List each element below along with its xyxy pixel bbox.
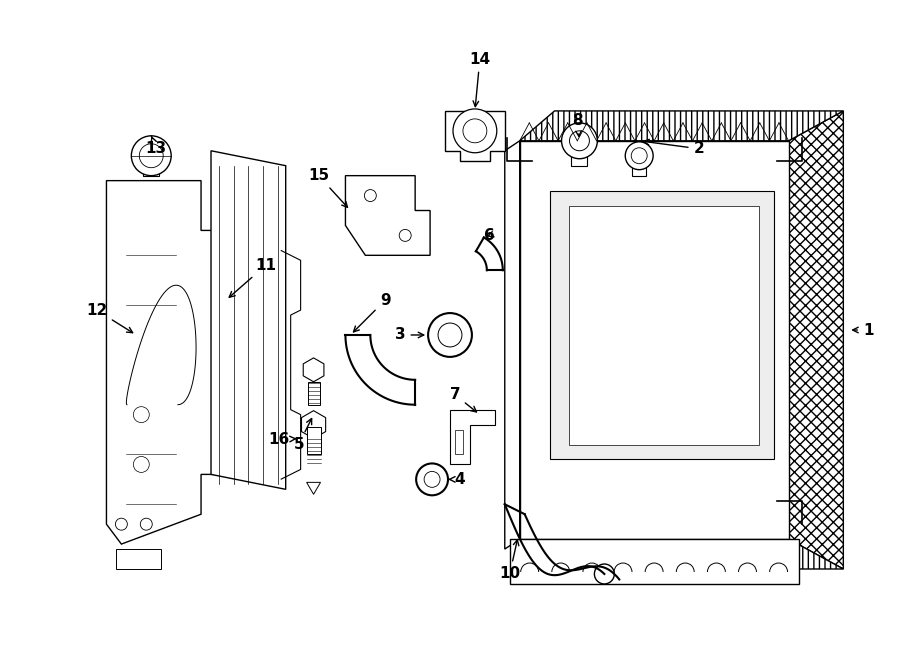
Circle shape — [626, 142, 653, 170]
Text: 15: 15 — [308, 168, 347, 208]
Circle shape — [416, 463, 448, 495]
Text: 2: 2 — [644, 139, 705, 156]
Circle shape — [428, 313, 472, 357]
Circle shape — [424, 471, 440, 487]
Bar — [214, 174, 232, 196]
Polygon shape — [303, 358, 324, 382]
Bar — [143, 158, 159, 176]
Text: 5: 5 — [293, 418, 311, 452]
Polygon shape — [519, 111, 843, 141]
Polygon shape — [211, 151, 285, 489]
Polygon shape — [445, 111, 505, 161]
Text: 4: 4 — [449, 472, 465, 487]
Polygon shape — [106, 180, 216, 544]
Polygon shape — [346, 176, 430, 255]
Text: 10: 10 — [500, 540, 520, 582]
Polygon shape — [307, 483, 320, 494]
Polygon shape — [519, 539, 843, 569]
Polygon shape — [550, 190, 774, 459]
Circle shape — [453, 109, 497, 153]
Polygon shape — [116, 549, 161, 569]
Bar — [572, 141, 588, 166]
Text: 12: 12 — [86, 303, 132, 332]
Polygon shape — [505, 141, 519, 549]
Circle shape — [140, 144, 163, 168]
Text: 16: 16 — [268, 432, 295, 447]
Circle shape — [140, 518, 152, 530]
Text: 3: 3 — [395, 327, 424, 342]
Circle shape — [570, 131, 590, 151]
Circle shape — [115, 518, 128, 530]
Text: 14: 14 — [469, 52, 491, 106]
Circle shape — [438, 323, 462, 347]
Bar — [632, 156, 646, 176]
Circle shape — [631, 148, 647, 164]
Polygon shape — [509, 539, 798, 584]
Polygon shape — [788, 111, 843, 569]
Text: 7: 7 — [450, 387, 476, 412]
Polygon shape — [519, 141, 788, 539]
Polygon shape — [450, 410, 495, 465]
Text: 11: 11 — [230, 258, 276, 297]
Text: 9: 9 — [354, 293, 391, 332]
Polygon shape — [570, 206, 759, 444]
Circle shape — [594, 564, 615, 584]
Circle shape — [463, 119, 487, 143]
Bar — [308, 382, 320, 405]
Circle shape — [562, 123, 598, 159]
Polygon shape — [302, 410, 326, 438]
Bar — [307, 426, 320, 455]
Text: 13: 13 — [146, 136, 166, 156]
Text: 1: 1 — [852, 323, 874, 338]
Text: 8: 8 — [572, 114, 583, 136]
Text: 6: 6 — [484, 228, 495, 243]
Bar — [455, 430, 463, 455]
Circle shape — [131, 136, 171, 176]
